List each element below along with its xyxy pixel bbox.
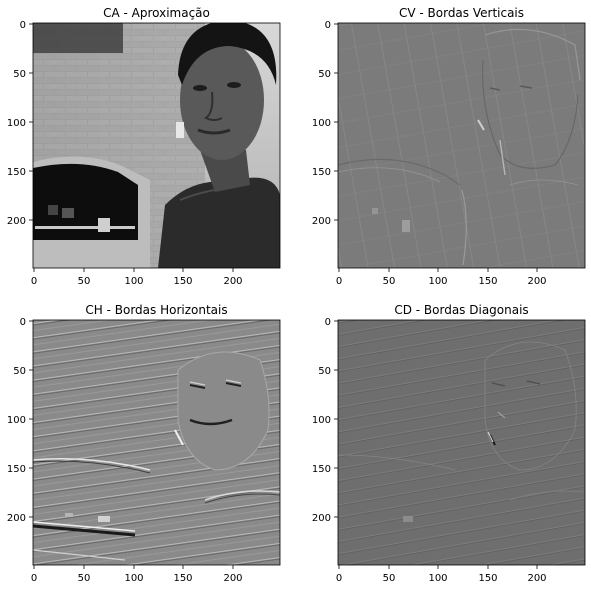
approximation-image [33, 23, 280, 268]
x-tick-label: 0 [31, 573, 37, 584]
x-tick-label: 150 [478, 573, 497, 584]
x-tick-label: 200 [527, 276, 546, 287]
x-tick-label: 100 [428, 276, 447, 287]
x-axis-ticks: 0 50 100 150 200 [31, 565, 243, 584]
y-tick-label: 100 [7, 118, 26, 129]
y-tick-label: 50 [318, 366, 331, 377]
panel-title: CH - Bordas Horizontais [85, 303, 227, 317]
y-tick-label: 50 [13, 366, 26, 377]
y-tick-label: 200 [312, 216, 331, 227]
x-tick-label: 50 [78, 276, 91, 287]
x-tick-label: 0 [336, 276, 342, 287]
x-tick-label: 0 [336, 573, 342, 584]
y-tick-label: 100 [312, 415, 331, 426]
y-tick-label: 200 [7, 513, 26, 524]
y-tick-label: 50 [318, 69, 331, 80]
x-tick-label: 200 [223, 573, 242, 584]
panel-ca: CA - Aproximação [7, 6, 281, 287]
y-tick-label: 0 [325, 20, 331, 31]
x-tick-label: 0 [31, 276, 37, 287]
y-tick-label: 200 [312, 513, 331, 524]
panel-title: CA - Aproximação [103, 6, 210, 20]
panel-ch: CH - Bordas Horizontais 0 50 [7, 303, 281, 584]
y-axis-ticks: 0 50 100 150 200 [312, 317, 338, 524]
diagonal-edges-image [338, 320, 585, 565]
x-tick-label: 50 [383, 573, 396, 584]
x-tick-label: 100 [428, 573, 447, 584]
x-tick-label: 200 [527, 573, 546, 584]
y-tick-label: 50 [13, 69, 26, 80]
x-tick-label: 150 [478, 276, 497, 287]
y-tick-label: 150 [7, 464, 26, 475]
horizontal-edges-image [33, 320, 280, 565]
y-tick-label: 200 [7, 216, 26, 227]
y-axis-ticks: 0 50 100 150 200 [7, 20, 33, 227]
panel-title: CD - Bordas Diagonais [394, 303, 528, 317]
x-axis-ticks: 0 50 100 150 200 [336, 565, 547, 584]
y-tick-label: 100 [7, 415, 26, 426]
y-tick-label: 100 [312, 118, 331, 129]
x-tick-label: 150 [173, 573, 192, 584]
x-axis-ticks: 0 50 100 150 200 [31, 268, 243, 287]
y-tick-label: 150 [312, 167, 331, 178]
y-tick-label: 150 [7, 167, 26, 178]
x-tick-label: 50 [383, 276, 396, 287]
y-tick-label: 150 [312, 464, 331, 475]
panel-cv: CV - Bordas Verticais 0 50 100 150 [312, 6, 586, 287]
y-axis-ticks: 0 50 100 150 200 [7, 317, 33, 524]
vertical-edges-image [338, 23, 585, 268]
y-tick-label: 0 [325, 317, 331, 328]
x-tick-label: 100 [124, 573, 143, 584]
y-axis-ticks: 0 50 100 150 200 [312, 20, 338, 227]
y-tick-label: 0 [20, 20, 26, 31]
x-axis-ticks: 0 50 100 150 200 [336, 268, 547, 287]
x-tick-label: 50 [78, 573, 91, 584]
x-tick-label: 200 [223, 276, 242, 287]
panel-title: CV - Bordas Verticais [399, 6, 524, 20]
y-tick-label: 0 [20, 317, 26, 328]
x-tick-label: 100 [124, 276, 143, 287]
x-tick-label: 150 [173, 276, 192, 287]
panel-cd: CD - Bordas Diagonais 0 50 100 150 200 [312, 303, 586, 584]
